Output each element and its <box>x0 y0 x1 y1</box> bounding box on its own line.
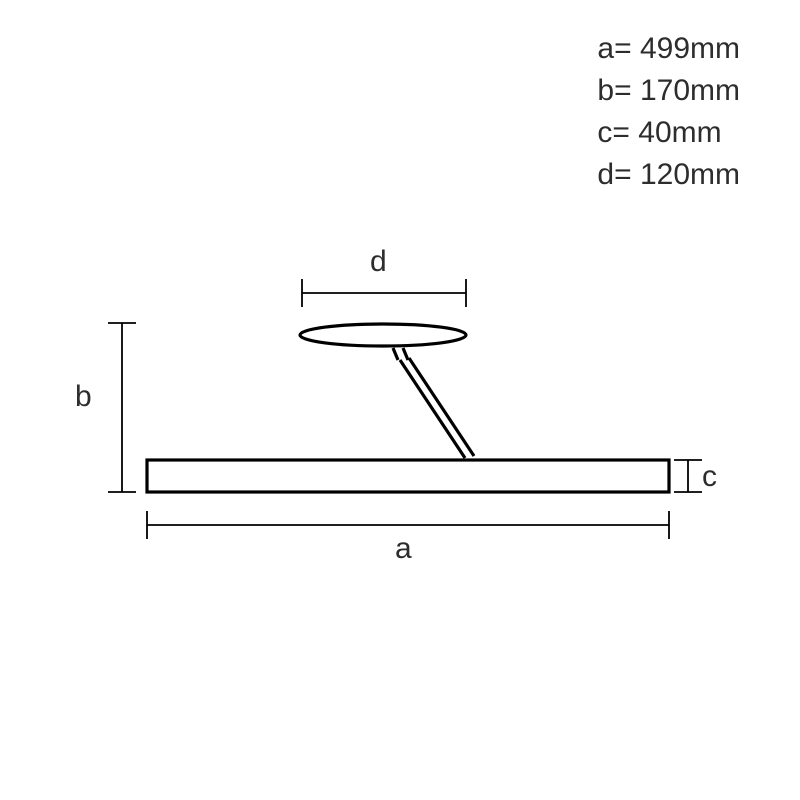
legend-d: d= 120mm <box>597 154 740 196</box>
technical-diagram: b d c a <box>80 270 720 580</box>
label-b: b <box>75 380 92 414</box>
label-c: c <box>702 460 717 494</box>
label-d: d <box>370 245 387 279</box>
dimension-legend: a= 499mm b= 170mm c= 40mm d= 120mm <box>597 28 740 196</box>
legend-b: b= 170mm <box>597 70 740 112</box>
label-a: a <box>395 532 412 566</box>
legend-c: c= 40mm <box>597 112 740 154</box>
legend-a: a= 499mm <box>597 28 740 70</box>
